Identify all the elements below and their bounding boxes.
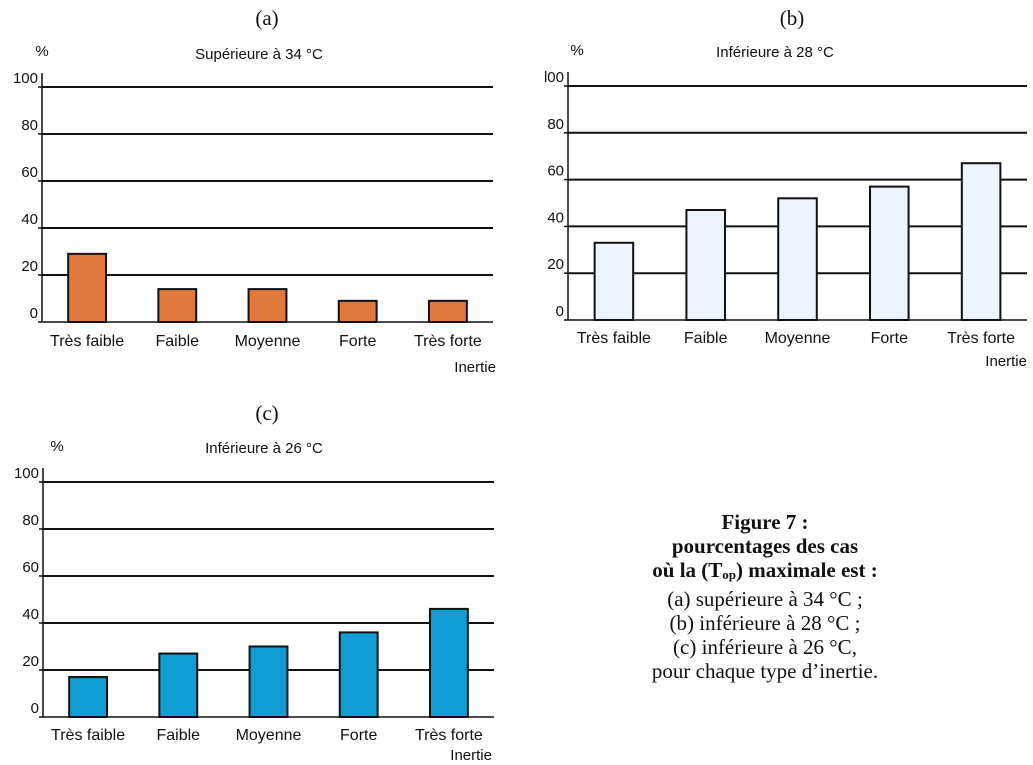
- bar: [427, 299, 468, 324]
- y-tick-label: 20: [21, 258, 38, 275]
- bar: [337, 299, 378, 324]
- chart-a-marks: 0 20 40 60 80 100 Très faible Faible Moyenne Fort…: [13, 70, 493, 350]
- x-category-label: Faible: [156, 333, 200, 350]
- caption-line-1: Figure 7 :: [721, 510, 809, 534]
- caption-line-5: (b) inférieure à 28 °C ;: [669, 611, 861, 635]
- bar: [67, 252, 108, 324]
- x-category-label: Très forte: [414, 333, 482, 350]
- caption-line-3: où la (Top) maximale est :: [580, 558, 950, 587]
- x-category-label: Très faible: [50, 333, 124, 350]
- caption-line-7: pour chaque type d’inertie.: [651, 659, 879, 683]
- chart-a-subtitle: Supérieure à 34 °C: [195, 46, 323, 63]
- chart-a-unit-label: %: [35, 43, 48, 60]
- x-category-label: Moyenne: [235, 333, 301, 350]
- caption-line-2: pourcentages des cas: [671, 534, 859, 558]
- bar: [247, 288, 288, 324]
- y-tick-label: 80: [21, 117, 38, 134]
- chart-a-panel-letter: (a): [255, 6, 278, 30]
- caption-line-3-pre: où la (T: [652, 558, 723, 582]
- bar: [157, 288, 198, 324]
- caption-line-4: (a) supérieure à 34 °C ;: [667, 587, 863, 611]
- y-tick-label: 60: [21, 164, 38, 181]
- x-category-label: Forte: [339, 333, 376, 350]
- y-tick-label: 0: [30, 305, 38, 322]
- caption-line-3-post: ) maximale est :: [736, 558, 878, 582]
- caption-line-3-sub: op: [722, 567, 737, 582]
- chart-a-xlabel: Inertie: [454, 359, 496, 376]
- y-tick-label: 40: [21, 211, 38, 228]
- figure-caption: Figure 7 : pourcentages des cas où la (T…: [580, 510, 950, 683]
- y-tick-label: 100: [13, 70, 38, 87]
- caption-line-6: (c) inférieure à 26 °C,: [673, 635, 857, 659]
